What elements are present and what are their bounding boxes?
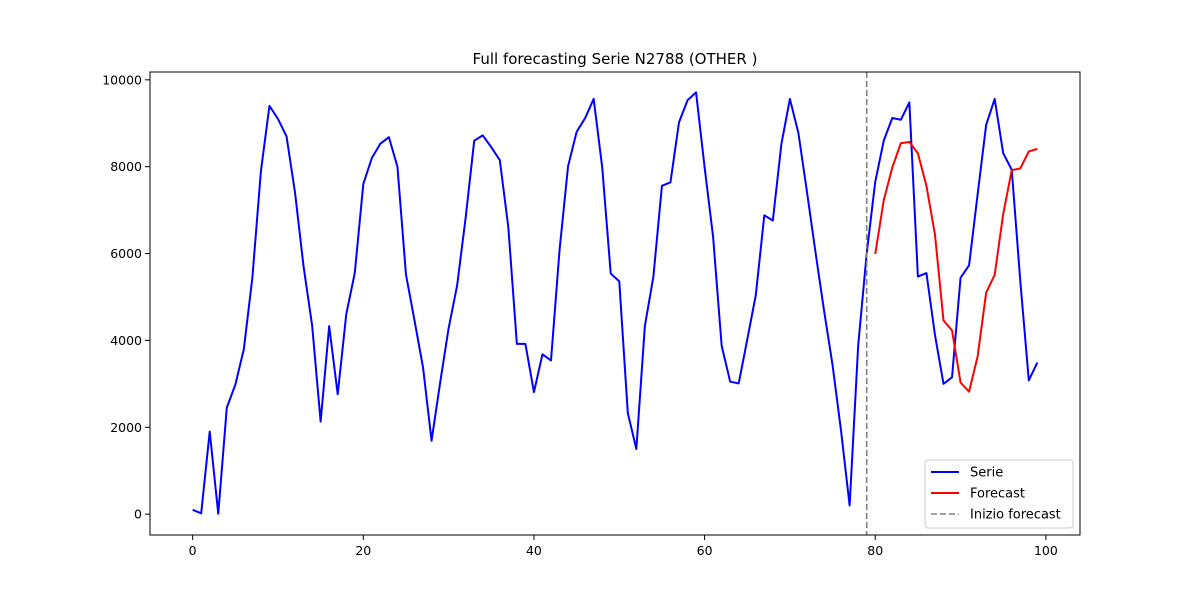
- y-tick-label: 0: [134, 507, 142, 522]
- x-tick-label: 40: [526, 543, 542, 558]
- y-tick-label: 4000: [110, 333, 142, 348]
- plot-lines: [192, 72, 1039, 535]
- x-tick-label: 60: [697, 543, 713, 558]
- series-serie: [192, 91, 1039, 515]
- legend-label: Forecast: [970, 487, 1025, 502]
- y-tick-label: 8000: [110, 159, 142, 174]
- x-axis: 0 20 40 60 80 100: [189, 535, 1058, 558]
- legend-box: [924, 459, 1074, 529]
- x-tick-label: 0: [189, 543, 197, 558]
- x-tick-label: 80: [867, 543, 883, 558]
- y-axis: 0 2000 4000 6000 8000 10000: [102, 72, 150, 522]
- x-tick-label: 100: [1034, 543, 1058, 558]
- chart-title: Full forecasting Serie N2788 (OTHER ): [473, 50, 758, 68]
- legend-label: Serie: [970, 466, 1003, 481]
- y-tick-label: 2000: [110, 420, 142, 435]
- x-tick-label: 20: [355, 543, 371, 558]
- legend: Serie Forecast Inizio forecast: [924, 459, 1074, 529]
- legend-label: Inizio forecast: [970, 508, 1061, 523]
- series-forecast: [874, 140, 1038, 393]
- y-tick-label: 10000: [102, 72, 142, 87]
- y-tick-label: 6000: [110, 246, 142, 261]
- plot-frame: [149, 71, 1081, 536]
